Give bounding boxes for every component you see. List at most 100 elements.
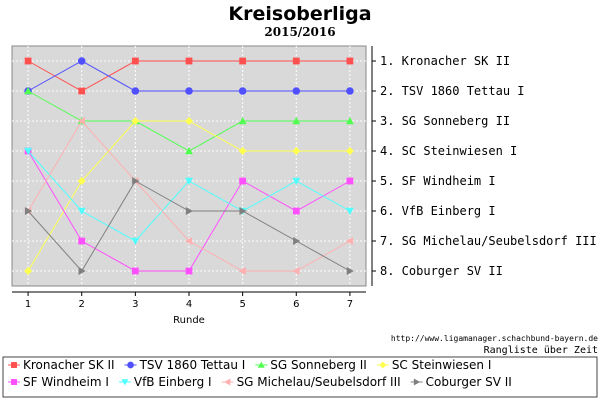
rank-label: 8. Coburger SV II (380, 264, 503, 278)
series-1 (24, 57, 354, 95)
data-point (238, 117, 247, 125)
series-4 (24, 117, 354, 275)
x-tick-label: 1 (25, 299, 31, 310)
rank-label: 1. Kronacher SK II (380, 54, 510, 68)
series-2 (24, 57, 354, 95)
x-tick-label: 7 (347, 299, 353, 310)
legend-marker (379, 361, 387, 369)
data-point (131, 117, 140, 125)
rank-label: 4. SC Steinwiesen I (380, 144, 517, 158)
legend-marker (224, 378, 231, 386)
data-point (239, 57, 247, 65)
data-point (346, 87, 354, 95)
data-point (238, 267, 246, 275)
legend-label: SC Steinwiesen I (392, 358, 492, 372)
rank-label: 2. TSV 1860 Tettau I (380, 84, 525, 98)
legend-marker (257, 361, 265, 368)
data-point (131, 237, 140, 245)
data-point (239, 207, 247, 215)
data-point (292, 177, 301, 185)
data-point (239, 177, 247, 185)
data-point (346, 267, 354, 275)
data-point (292, 87, 301, 95)
legend-item: TSV 1860 Tettau I (124, 358, 246, 372)
legend-label: VfB Einberg I (134, 375, 212, 389)
data-point (185, 57, 193, 65)
x-tick-label: 3 (132, 299, 138, 310)
rank-axis: 1. Kronacher SK II 2. TSV 1860 Tettau I 3.… (371, 46, 597, 286)
data-point (292, 147, 301, 155)
rank-label: 5. SF Windheim I (380, 174, 496, 188)
data-point (185, 87, 193, 95)
data-point (292, 57, 300, 65)
x-tick-label: 6 (293, 299, 299, 310)
x-tick-label: 4 (186, 299, 192, 310)
chart-title: Kreisoberliga (228, 3, 371, 25)
data-point (77, 177, 86, 185)
data-point (77, 117, 85, 125)
data-point (78, 267, 86, 275)
legend-label: SG Sonneberg II (270, 358, 367, 372)
data-point (345, 147, 354, 155)
data-point (131, 57, 139, 65)
data-point (292, 117, 301, 125)
rank-label: 3. SG Sonneberg II (380, 114, 510, 128)
data-point (345, 237, 354, 245)
series-layer (24, 57, 354, 275)
legend-label: SG Michelau/Seubelsdorf III (237, 375, 401, 389)
data-point (24, 207, 33, 215)
data-point (346, 177, 354, 185)
data-point (185, 207, 193, 215)
data-point (24, 87, 33, 95)
legend-marker (127, 361, 134, 369)
data-point (292, 267, 300, 275)
data-point (24, 57, 32, 65)
data-point (78, 237, 86, 245)
data-point (185, 117, 193, 125)
legend-item: SC Steinwiesen I (376, 358, 492, 372)
data-point (346, 57, 354, 65)
legend-box (2, 356, 598, 398)
data-point (24, 147, 33, 155)
data-point (185, 237, 193, 245)
data-point (345, 117, 354, 125)
data-point (185, 177, 193, 185)
legend-item: SF Windheim I (8, 375, 109, 389)
series-8 (24, 177, 354, 275)
legend-item: Coburger SV II (410, 375, 512, 389)
data-point (345, 207, 354, 215)
data-point (292, 207, 300, 215)
x-tick-label: 2 (79, 299, 85, 310)
data-point (238, 87, 247, 95)
legend-marker (121, 379, 129, 386)
legend-item: Kronacher SK II (8, 358, 115, 372)
data-point (185, 147, 193, 155)
legend-item: VfB Einberg I (118, 375, 212, 389)
legend-label: SF Windheim I (23, 375, 109, 389)
legend-label: TSV 1860 Tettau I (139, 358, 246, 372)
note-text: Rangliste über Zeit (484, 345, 598, 356)
legend-item: SG Sonneberg II (255, 358, 367, 372)
rank-label: 6. VfB Einberg I (380, 204, 496, 218)
legend-marker (11, 379, 17, 385)
legend-marker (11, 362, 17, 368)
legend-label: Coburger SV II (426, 375, 512, 389)
legend: Kronacher SK II TSV 1860 Tettau I SG Sonne… (8, 358, 512, 389)
chart-subtitle: 2015/2016 (264, 25, 335, 39)
rank-label: 7. SG Michelau/Seubelsdorf III (380, 234, 597, 248)
data-point (132, 177, 140, 185)
legend-item: SG Michelau/Seubelsdorf III (221, 375, 401, 389)
data-point (131, 87, 140, 95)
data-point (24, 267, 33, 275)
source-text: http://www.ligamanager.schachbund-bayern… (391, 334, 598, 343)
x-tick-label: 5 (239, 299, 245, 310)
legend-marker (413, 378, 421, 386)
legend-label: Kronacher SK II (23, 358, 115, 372)
x-axis-label: Runde (173, 315, 205, 326)
data-point (78, 87, 86, 95)
data-point (131, 267, 139, 275)
data-point (238, 147, 247, 155)
data-point (185, 267, 193, 275)
data-point (77, 207, 86, 215)
